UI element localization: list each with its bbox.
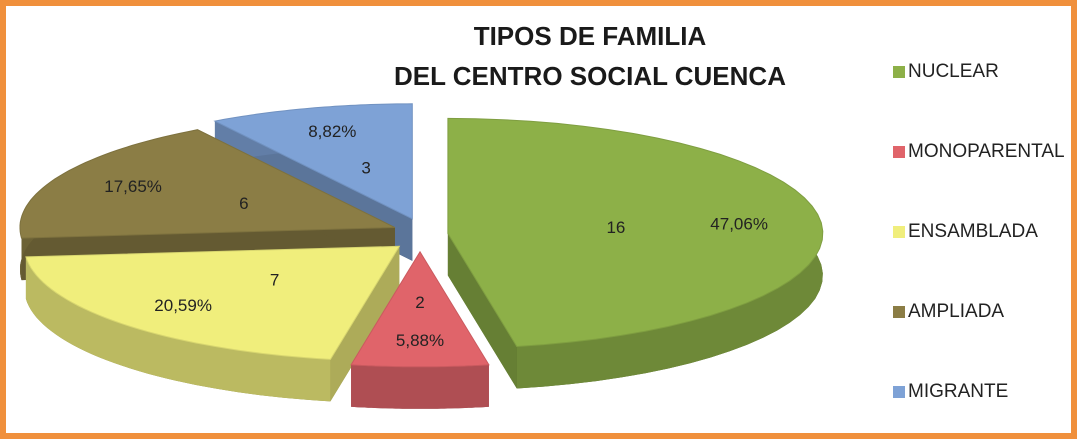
percent-label: 20,59% — [154, 296, 212, 315]
percent-label: 8,82% — [308, 122, 356, 141]
legend-label: MIGRANTE — [908, 381, 1008, 402]
percent-label: 17,65% — [104, 177, 162, 196]
legend-label: MONOPARENTAL — [908, 141, 1065, 162]
chart-title: TIPOS DE FAMILIA — [474, 21, 707, 51]
data-label: 7 — [270, 271, 279, 290]
slice-top — [25, 245, 401, 360]
data-label: 3 — [361, 159, 370, 178]
legend-swatch — [893, 146, 905, 158]
slice-side — [447, 233, 517, 389]
legend-label: NUCLEAR — [908, 61, 999, 82]
legend-swatch — [893, 386, 905, 398]
legend-swatch — [893, 306, 905, 318]
chart-title: DEL CENTRO SOCIAL CUENCA — [394, 61, 786, 91]
slice-top — [350, 250, 490, 368]
slice-wall — [351, 364, 489, 409]
data-label: 6 — [239, 194, 248, 213]
data-label: 2 — [415, 293, 424, 312]
data-label: 16 — [606, 218, 625, 237]
slice-top — [447, 117, 824, 348]
slice-wall — [25, 256, 331, 402]
legend-swatch — [893, 66, 905, 78]
legend-label: AMPLIADA — [908, 301, 1004, 322]
percent-label: 47,06% — [710, 215, 768, 234]
slice-top — [19, 129, 396, 239]
legend-label: ENSAMBLADA — [908, 221, 1038, 242]
percent-label: 5,88% — [396, 331, 444, 350]
legend-swatch — [893, 226, 905, 238]
slice-top — [213, 103, 413, 220]
